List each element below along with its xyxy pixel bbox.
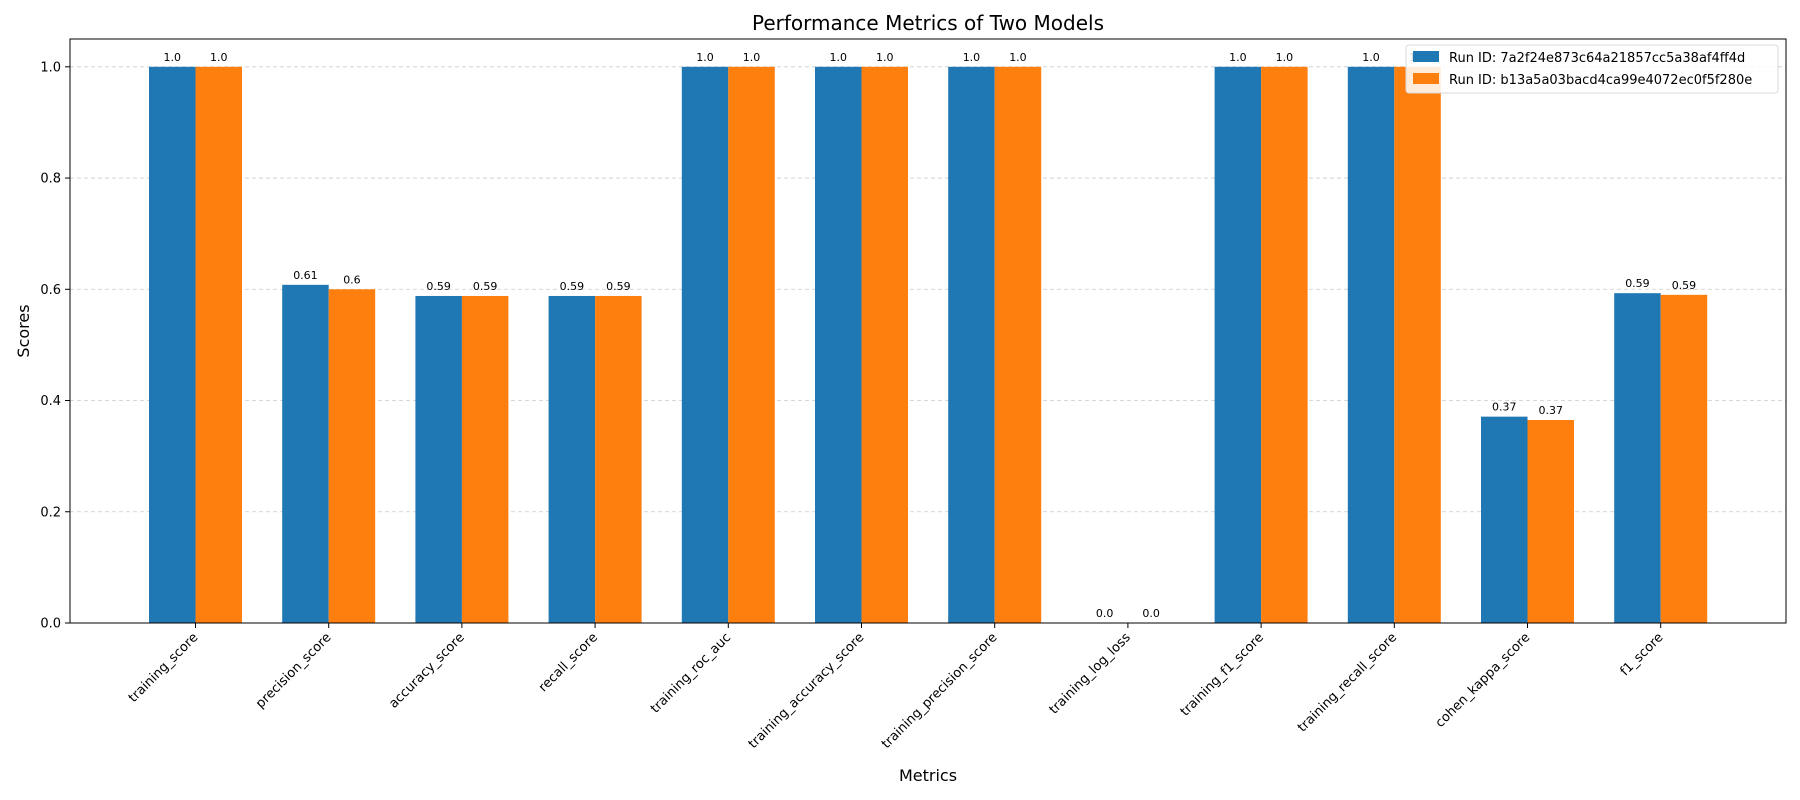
bar-value-label: 1.0 — [210, 51, 228, 64]
bar — [1660, 294, 1708, 623]
x-tick-label: precision_score — [253, 630, 334, 711]
y-axis-label: Scores — [14, 304, 33, 357]
bar-value-label: 0.59 — [606, 280, 631, 293]
x-tick-label: training_score — [126, 630, 202, 706]
bar-value-label: 0.0 — [1096, 607, 1114, 620]
bar-value-label: 0.59 — [426, 280, 451, 293]
legend-label: Run ID: 7a2f24e873c64a21857cc5a38af4ff4d — [1449, 51, 1745, 66]
bar — [328, 289, 376, 623]
x-tick-label: training_log_loss — [1047, 630, 1134, 717]
bar-value-label: 1.0 — [963, 51, 981, 64]
bar-value-label: 0.59 — [560, 280, 585, 293]
bar-value-label: 0.61 — [293, 269, 318, 282]
bar — [195, 66, 242, 624]
bar-value-label: 1.0 — [830, 51, 848, 64]
bar-value-label: 1.0 — [1276, 51, 1294, 64]
x-tick-label: recall_score — [536, 630, 601, 695]
bar-value-label: 0.37 — [1492, 401, 1517, 414]
bar-value-label: 1.0 — [164, 51, 182, 64]
y-tick-label: 1.0 — [40, 60, 61, 75]
bar — [548, 295, 596, 623]
bar — [1214, 66, 1262, 624]
bar-value-label: 0.6 — [343, 273, 361, 286]
bar-value-label: 0.37 — [1539, 404, 1564, 417]
x-axis-label: Metrics — [899, 766, 957, 785]
y-tick-label: 0.8 — [40, 172, 61, 187]
bar-value-label: 0.59 — [1625, 277, 1650, 290]
bar — [595, 295, 642, 623]
bar-value-label: 0.59 — [473, 280, 498, 293]
bar — [1527, 419, 1574, 623]
bar — [681, 66, 729, 624]
x-tick-label: training_accuracy_score — [746, 630, 868, 752]
y-tick-label: 0.4 — [40, 394, 61, 409]
bar — [815, 66, 862, 624]
plot-frame — [69, 38, 1787, 624]
x-tick-label: training_roc_auc — [648, 630, 734, 716]
bars — [149, 66, 1708, 624]
y-tick-label: 0.6 — [40, 283, 61, 298]
bar-value-label: 1.0 — [876, 51, 894, 64]
bar — [994, 66, 1042, 624]
bar-value-label: 1.0 — [1229, 51, 1247, 64]
y-axis-ticks: 0.0 0.2 0.4 0.6 0.8 1.0 — [40, 60, 70, 632]
bar-value-label: 1.0 — [696, 51, 714, 64]
x-tick-label: accuracy_score — [386, 630, 467, 711]
bar-value-labels: 1.0 0.61 0.59 0.59 1.0 1.0 1.0 0.0 1.0 1.0 0.37 0.5… — [164, 51, 1697, 620]
x-tick-label: training_recall_score — [1295, 630, 1400, 735]
bar-value-label: 1.0 — [743, 51, 761, 64]
y-tick-label: 0.2 — [40, 505, 61, 520]
legend-swatch — [1413, 51, 1439, 62]
bar — [461, 295, 509, 623]
bar-value-label: 0.0 — [1142, 607, 1160, 620]
bar-value-label: 1.0 — [1009, 51, 1027, 64]
legend-swatch — [1413, 73, 1439, 84]
bar — [1347, 66, 1395, 624]
bar — [861, 66, 908, 624]
x-tick-label: cohen_kappa_score — [1433, 630, 1534, 731]
bar-value-label: 1.0 — [1362, 51, 1380, 64]
bar — [948, 66, 995, 624]
x-tick-label: training_f1_score — [1178, 630, 1267, 719]
bar — [728, 66, 775, 624]
bar — [282, 284, 329, 623]
legend-label: Run ID: b13a5a03bacd4ca99e4072ec0f5f280e — [1449, 73, 1752, 88]
legend: Run ID: 7a2f24e873c64a21857cc5a38af4ff4d… — [1405, 44, 1779, 94]
bar-value-label: 0.59 — [1672, 279, 1697, 292]
bar — [1614, 293, 1661, 623]
bar — [415, 295, 462, 623]
bar — [1261, 66, 1308, 624]
legend-box — [1405, 44, 1779, 94]
x-tick-label: training_precision_score — [879, 630, 1001, 752]
x-axis-ticks: training_score precision_score accuracy_sc… — [126, 623, 1667, 752]
bar — [149, 66, 196, 624]
y-tick-label: 0.0 — [40, 617, 61, 632]
chart-title: Performance Metrics of Two Models — [752, 11, 1104, 35]
x-tick-label: f1_score — [1618, 630, 1667, 679]
bar — [1394, 66, 1441, 624]
bar — [1481, 416, 1528, 623]
